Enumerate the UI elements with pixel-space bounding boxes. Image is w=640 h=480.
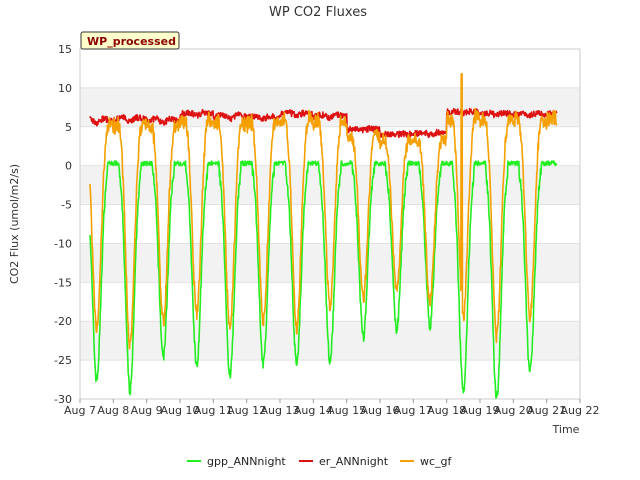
y-tick-label: -30 <box>54 393 72 406</box>
plot-band <box>80 243 580 283</box>
x-tick-label: Aug 20 <box>494 404 533 417</box>
x-tick-label: Aug 7 <box>64 404 96 417</box>
x-tick-label: Aug 21 <box>527 404 566 417</box>
x-tick-label: Aug 9 <box>131 404 163 417</box>
x-axis-label: Time <box>552 423 580 436</box>
x-tick-label: Aug 16 <box>361 404 400 417</box>
y-tick-label: -5 <box>61 199 72 212</box>
series-line-gpp_ANNnight <box>89 160 558 400</box>
y-axis-ticks: 15 10 5 0 -5 -10 -15 -20 -25 -30 <box>54 43 72 406</box>
x-tick-label: Aug 14 <box>294 404 333 417</box>
plot-frame <box>79 48 581 400</box>
y-tick-label: -10 <box>54 237 72 250</box>
x-tick-label: Aug 19 <box>461 404 500 417</box>
x-tick-label: Aug 12 <box>227 404 266 417</box>
series-line-wc_gf <box>89 73 558 350</box>
legend-label-er_ANNnight: er_ANNnight <box>319 455 389 468</box>
y-tick-label: 5 <box>65 121 72 134</box>
y-tick-label: -15 <box>54 276 72 289</box>
y-tick-label: -20 <box>54 315 72 328</box>
plot-band <box>80 321 580 361</box>
x-tick-label: Aug 18 <box>427 404 466 417</box>
x-tick-label: Aug 17 <box>394 404 433 417</box>
badge-label: WP_processed <box>87 35 176 48</box>
x-tick-label: Aug 11 <box>194 404 233 417</box>
legend-label-gpp_ANNnight: gpp_ANNnight <box>207 455 286 468</box>
y-tick-label: 10 <box>58 82 72 95</box>
y-tick-label: 15 <box>58 43 72 56</box>
series-layer <box>89 73 558 400</box>
x-tick-label: Aug 8 <box>97 404 129 417</box>
processed-badge: WP_processed <box>80 31 180 50</box>
y-tick-label: 0 <box>65 160 72 173</box>
plot-band <box>80 165 580 205</box>
plot-bands <box>80 87 580 361</box>
x-tick-label: Aug 10 <box>161 404 200 417</box>
legend-label-wc_gf: wc_gf <box>420 455 453 468</box>
x-tick-label: Aug 15 <box>327 404 366 417</box>
y-axis-label: CO2 Flux (umol/m2/s) <box>8 164 21 284</box>
legend: gpp_ANNnight er_ANNnight wc_gf <box>187 455 453 468</box>
chart-title: WP CO2 Fluxes <box>269 5 367 20</box>
y-tick-label: -25 <box>54 354 72 367</box>
x-tick-label: Aug 13 <box>261 404 300 417</box>
x-tick-label: Aug 22 <box>561 404 600 417</box>
